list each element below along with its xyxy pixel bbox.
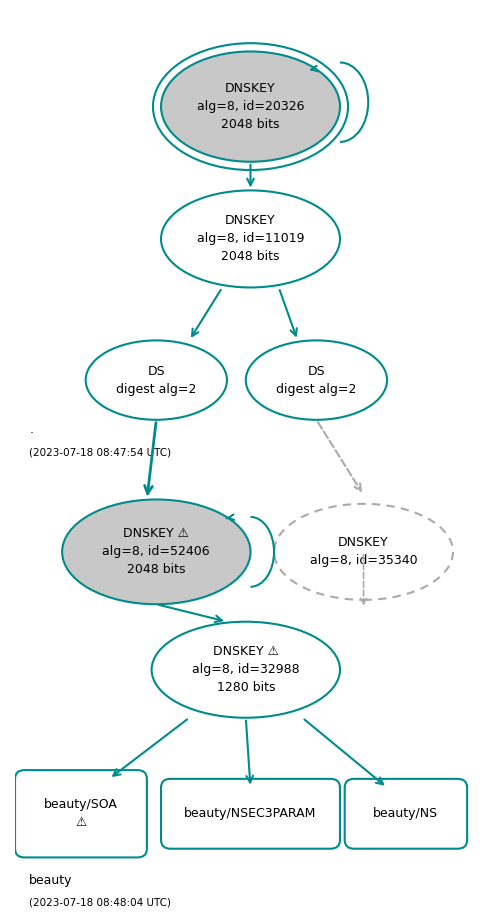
- Text: (2023-07-18 08:47:54 UTC): (2023-07-18 08:47:54 UTC): [29, 447, 171, 457]
- Text: beauty/SOA
⚠: beauty/SOA ⚠: [44, 799, 118, 829]
- Ellipse shape: [246, 340, 387, 420]
- Ellipse shape: [86, 340, 227, 420]
- Ellipse shape: [62, 500, 250, 605]
- Text: .: .: [29, 423, 33, 436]
- FancyBboxPatch shape: [15, 770, 147, 857]
- Text: (2023-07-18 08:48:04 UTC): (2023-07-18 08:48:04 UTC): [29, 898, 171, 907]
- Text: beauty/NSEC3PARAM: beauty/NSEC3PARAM: [184, 807, 317, 821]
- Ellipse shape: [152, 621, 340, 718]
- Text: DS
digest alg=2: DS digest alg=2: [276, 365, 357, 395]
- Text: DNSKEY ⚠
alg=8, id=52406
2048 bits: DNSKEY ⚠ alg=8, id=52406 2048 bits: [103, 528, 210, 576]
- Text: DS
digest alg=2: DS digest alg=2: [116, 365, 196, 395]
- Text: DNSKEY
alg=8, id=11019
2048 bits: DNSKEY alg=8, id=11019 2048 bits: [197, 214, 304, 264]
- Text: DNSKEY
alg=8, id=20326
2048 bits: DNSKEY alg=8, id=20326 2048 bits: [197, 82, 304, 131]
- Ellipse shape: [274, 504, 453, 600]
- FancyBboxPatch shape: [161, 778, 340, 849]
- Text: DNSKEY
alg=8, id=35340: DNSKEY alg=8, id=35340: [310, 537, 417, 567]
- FancyBboxPatch shape: [345, 778, 467, 849]
- Text: beauty/NS: beauty/NS: [373, 807, 438, 821]
- Ellipse shape: [161, 190, 340, 288]
- Text: beauty: beauty: [29, 874, 73, 887]
- Ellipse shape: [161, 51, 340, 162]
- Text: DNSKEY ⚠
alg=8, id=32988
1280 bits: DNSKEY ⚠ alg=8, id=32988 1280 bits: [192, 645, 300, 694]
